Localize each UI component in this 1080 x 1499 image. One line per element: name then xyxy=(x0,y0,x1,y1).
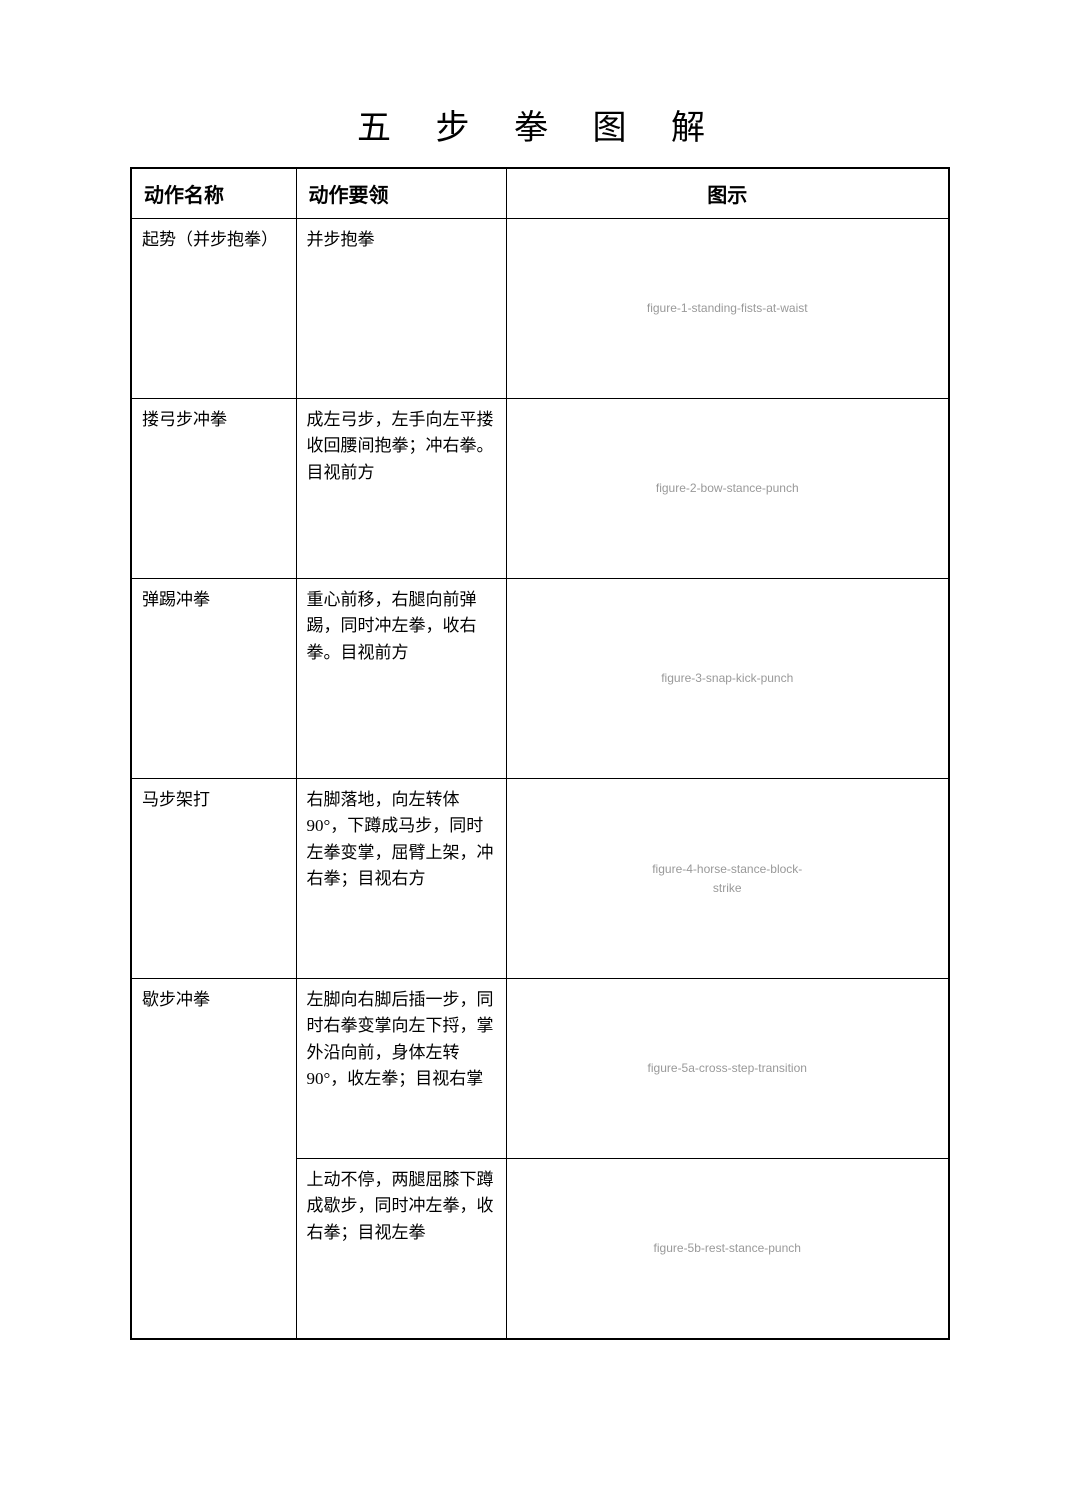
martial-arts-figure-icon: figure-2-bow-stance-punch xyxy=(642,414,812,564)
cell-illustration: figure-1-standing-fists-at-waist xyxy=(506,219,949,399)
martial-arts-figure-icon: figure-3-snap-kick-punch xyxy=(642,604,812,754)
cell-name: 马步架打 xyxy=(131,779,296,979)
cell-keypoints: 并步抱拳 xyxy=(296,219,506,399)
page-title: 五 步 拳 图 解 xyxy=(130,100,950,149)
cell-name: 歇步冲拳 xyxy=(131,979,296,1339)
table-row: 起势（并步抱拳） 并步抱拳 figure-1-standing-fists-at… xyxy=(131,219,949,399)
table-header-row: 动作名称 动作要领 图示 xyxy=(131,168,949,219)
cell-keypoints: 重心前移，右腿向前弹踢，同时冲左拳，收右拳。目视前方 xyxy=(296,579,506,779)
cell-illustration: figure-4-horse-stance-block-strike xyxy=(506,779,949,979)
cell-name: 起势（并步抱拳） xyxy=(131,219,296,399)
cell-keypoints: 左脚向右脚后插一步，同时右拳变掌向左下捋，掌外沿向前，身体左转90°，收左拳；目… xyxy=(296,979,506,1159)
header-illustration: 图示 xyxy=(506,168,949,219)
cell-keypoints: 右脚落地，向左转体90°，下蹲成马步，同时左拳变掌，屈臂上架，冲右拳；目视右方 xyxy=(296,779,506,979)
table-row: 搂弓步冲拳 成左弓步，左手向左平搂收回腰间抱拳；冲右拳。目视前方 figure-… xyxy=(131,399,949,579)
table-row: 弹踢冲拳 重心前移，右腿向前弹踢，同时冲左拳，收右拳。目视前方 figure-3… xyxy=(131,579,949,779)
cell-keypoints: 上动不停，两腿屈膝下蹲成歇步，同时冲左拳，收右拳；目视左拳 xyxy=(296,1159,506,1339)
martial-arts-figure-icon: figure-1-standing-fists-at-waist xyxy=(642,234,812,384)
table-row: 歇步冲拳 左脚向右脚后插一步，同时右拳变掌向左下捋，掌外沿向前，身体左转90°，… xyxy=(131,979,949,1159)
cell-illustration: figure-2-bow-stance-punch xyxy=(506,399,949,579)
martial-arts-figure-icon: figure-4-horse-stance-block-strike xyxy=(642,804,812,954)
cell-illustration: figure-5b-rest-stance-punch xyxy=(506,1159,949,1339)
martial-arts-figure-icon: figure-5b-rest-stance-punch xyxy=(642,1173,812,1323)
cell-name: 搂弓步冲拳 xyxy=(131,399,296,579)
cell-illustration: figure-5a-cross-step-transition xyxy=(506,979,949,1159)
wubuquan-table: 动作名称 动作要领 图示 起势（并步抱拳） 并步抱拳 figure-1-stan… xyxy=(130,167,950,1340)
martial-arts-figure-icon: figure-5a-cross-step-transition xyxy=(642,994,812,1144)
table-row: 马步架打 右脚落地，向左转体90°，下蹲成马步，同时左拳变掌，屈臂上架，冲右拳；… xyxy=(131,779,949,979)
cell-keypoints: 成左弓步，左手向左平搂收回腰间抱拳；冲右拳。目视前方 xyxy=(296,399,506,579)
cell-illustration: figure-3-snap-kick-punch xyxy=(506,579,949,779)
header-keypoints: 动作要领 xyxy=(296,168,506,219)
cell-name: 弹踢冲拳 xyxy=(131,579,296,779)
header-name: 动作名称 xyxy=(131,168,296,219)
